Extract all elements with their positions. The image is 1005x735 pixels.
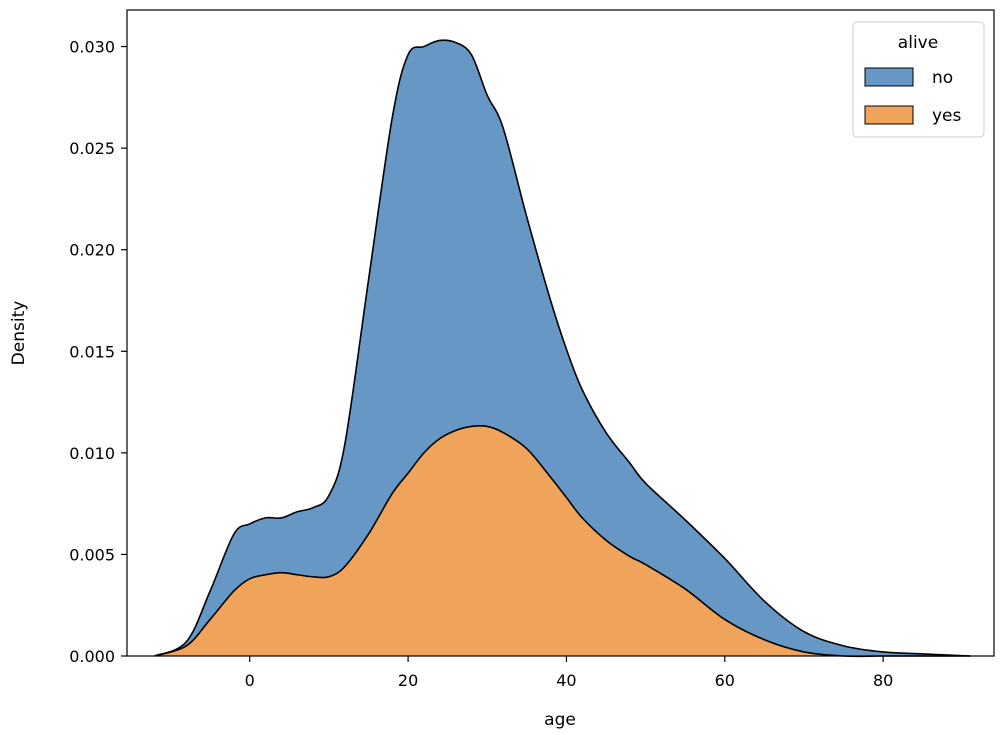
y-tick-label: 0.020 bbox=[69, 241, 115, 260]
x-tick-label: 20 bbox=[398, 671, 418, 690]
x-axis: 0 20 40 60 80 bbox=[245, 656, 893, 690]
y-tick-label: 0.015 bbox=[69, 342, 115, 361]
plot-layer bbox=[154, 39, 971, 658]
y-tick-label: 0.005 bbox=[69, 545, 115, 564]
legend-swatch-no bbox=[864, 67, 914, 87]
x-tick-label: 0 bbox=[245, 671, 255, 690]
legend-title: alive bbox=[898, 33, 938, 53]
x-axis-title: age bbox=[544, 710, 576, 730]
plot-frame bbox=[126, 9, 995, 657]
outline-no bbox=[154, 39, 971, 657]
y-tick-label: 0.000 bbox=[69, 647, 115, 666]
y-tick-label: 0.010 bbox=[69, 444, 115, 463]
area-yes bbox=[154, 425, 971, 657]
legend-label-yes: yes bbox=[932, 106, 962, 126]
x-tick-label: 80 bbox=[873, 671, 893, 690]
y-axis: 0.000 0.005 0.010 0.015 0.020 0.025 0.030 bbox=[69, 38, 127, 666]
x-tick-label: 40 bbox=[556, 671, 576, 690]
legend-swatch-yes bbox=[864, 105, 914, 125]
area-no bbox=[154, 40, 971, 656]
y-tick-label: 0.025 bbox=[69, 139, 115, 158]
y-axis-title: Density bbox=[9, 301, 29, 366]
y-tick-label: 0.030 bbox=[69, 38, 115, 57]
outline-yes bbox=[154, 425, 971, 658]
legend: alive no yes bbox=[852, 21, 985, 138]
x-tick-label: 60 bbox=[715, 671, 735, 690]
legend-label-no: no bbox=[932, 68, 953, 88]
